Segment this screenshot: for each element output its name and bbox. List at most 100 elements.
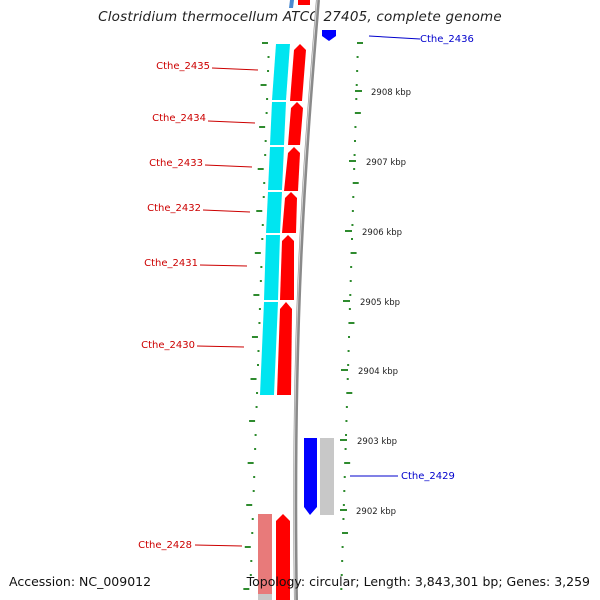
minor-tick <box>258 322 261 324</box>
kbp-scale: 2908 kbp 2907 kbp 2906 kbp 2905 kbp 2904… <box>340 88 411 517</box>
minor-tick <box>267 70 270 72</box>
gene-label[interactable]: Cthe_2432 <box>147 203 201 214</box>
minor-tick <box>262 196 265 198</box>
leader-line <box>204 164 253 168</box>
minor-tick <box>351 224 354 226</box>
minor-tick <box>345 434 348 436</box>
minor-tick <box>254 434 257 436</box>
kbp-label: 2905 kbp <box>360 298 400 308</box>
reverse-cds-arrow <box>322 30 336 41</box>
minor-tick <box>264 154 267 156</box>
gene-label[interactable]: Cthe_2428 <box>138 540 192 551</box>
genome-backbone <box>293 0 320 600</box>
cyan-segment <box>270 102 286 145</box>
minor-tick <box>347 350 350 352</box>
forward-cds-arrow <box>298 0 310 5</box>
major-tick <box>348 322 355 324</box>
forward-rna-block <box>258 514 272 600</box>
minor-tick <box>266 98 269 100</box>
gene-label[interactable]: Cthe_2434 <box>152 113 206 124</box>
major-tick <box>260 84 267 86</box>
minor-tick <box>254 448 257 450</box>
major-tick <box>342 532 349 534</box>
minor-tick <box>256 364 259 366</box>
major-tick <box>354 112 361 114</box>
genome-summary-text: Topology: circular; Length: 3,843,301 bp… <box>246 574 590 589</box>
leader-line <box>207 120 256 124</box>
minor-tick <box>252 490 255 492</box>
major-tick <box>256 210 263 212</box>
minor-tick <box>355 84 358 86</box>
minor-tick <box>352 196 355 198</box>
minor-tick <box>340 574 343 576</box>
minor-tick <box>349 280 352 282</box>
minor-tick <box>350 266 353 268</box>
gene-label[interactable]: Cthe_2436 <box>420 34 474 45</box>
leader-line <box>202 209 251 213</box>
minor-tick <box>346 378 349 380</box>
minor-tick <box>261 238 264 240</box>
kbp-label: 2908 kbp <box>371 88 411 98</box>
gene-label[interactable]: Cthe_2429 <box>401 471 455 482</box>
major-tick <box>346 392 353 394</box>
cyan-segment <box>266 192 282 233</box>
major-tick <box>352 182 359 184</box>
cyan-segment <box>264 235 280 300</box>
major-tick <box>357 42 363 44</box>
minor-tick <box>342 504 345 506</box>
minor-tick <box>260 266 263 268</box>
gene-label[interactable]: Cthe_2435 <box>156 61 210 72</box>
minor-tick <box>347 364 350 366</box>
minor-tick <box>341 560 344 562</box>
genome-backbone-highlight <box>293 0 318 600</box>
inner-tick-ring <box>243 42 270 590</box>
minor-tick <box>348 308 351 310</box>
minor-tick <box>354 126 357 128</box>
leader-line <box>199 264 248 267</box>
forward-cds-arrow <box>277 302 292 395</box>
minor-tick <box>342 518 345 520</box>
minor-tick <box>343 490 346 492</box>
forward-cds-track <box>276 0 310 600</box>
gene-label[interactable]: Cthe_2431 <box>144 258 198 269</box>
minor-tick <box>344 448 347 450</box>
cyan-segment <box>272 44 290 100</box>
cyan-segment <box>260 302 278 395</box>
minor-tick <box>340 588 343 590</box>
major-tick <box>244 546 251 548</box>
minor-tick <box>345 420 348 422</box>
major-tick <box>246 504 253 506</box>
minor-tick <box>354 140 357 142</box>
minor-tick <box>356 70 359 72</box>
minor-tick <box>353 154 356 156</box>
gene-labels: Cthe_2436 Cthe_2435 Cthe_2434 Cthe_2433 … <box>138 34 474 551</box>
minor-tick <box>250 560 253 562</box>
minor-tick <box>251 518 254 520</box>
minor-tick <box>351 210 354 212</box>
major-tick <box>344 462 351 464</box>
minor-tick <box>263 182 266 184</box>
leader-line <box>194 544 243 547</box>
minor-tick <box>257 350 260 352</box>
minor-tick <box>353 168 356 170</box>
reverse-cds-track <box>304 30 336 515</box>
minor-tick <box>265 112 268 114</box>
kbp-label: 2903 kbp <box>357 437 397 447</box>
forward-cds-arrow <box>276 514 290 600</box>
cyan-segment <box>268 147 284 190</box>
minor-tick <box>343 476 346 478</box>
major-tick <box>262 42 268 44</box>
forward-cds-arrow <box>284 147 300 191</box>
minor-tick <box>261 224 264 226</box>
major-tick <box>350 252 357 254</box>
page-title: Clostridium thermocellum ATCC 27405, com… <box>98 9 502 25</box>
kbp-label: 2906 kbp <box>362 228 402 238</box>
major-tick <box>253 294 260 296</box>
major-tick <box>243 588 250 590</box>
reverse-cds-arrow <box>304 438 317 515</box>
gene-label[interactable]: Cthe_2430 <box>141 340 195 351</box>
forward-cds-arrow <box>280 235 294 300</box>
kbp-label: 2904 kbp <box>358 367 398 377</box>
gene-label[interactable]: Cthe_2433 <box>149 158 203 169</box>
major-tick <box>250 378 257 380</box>
